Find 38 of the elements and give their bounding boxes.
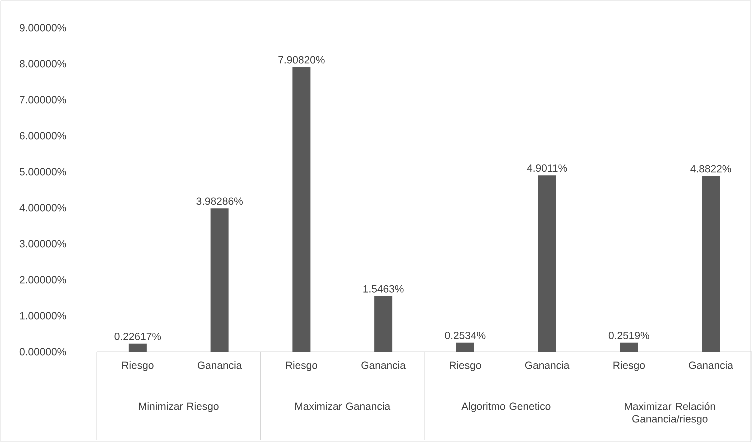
text: Algoritmo Genetico — [462, 402, 551, 412]
y-tick-label: 2.00000% — [20, 276, 66, 284]
data-label: 0.22617% — [114, 332, 162, 340]
x-tick-label: Riesgo — [614, 362, 646, 372]
y-tick-label: 6.00000% — [20, 132, 66, 140]
text: Maximizar Relación Ganancia/riesgo — [625, 402, 716, 425]
x-tick-label: Ganancia — [362, 362, 406, 370]
bar — [374, 296, 393, 352]
bar — [456, 342, 474, 352]
x-tick-label: Riesgo — [450, 362, 482, 372]
y-tick-label: 0.00000% — [20, 348, 66, 356]
data-label: 4.9011% — [527, 164, 568, 172]
x-tick-label: Ganancia — [689, 362, 734, 370]
data-label: 7.90820% — [278, 56, 325, 64]
data-label: 0.2519% — [608, 332, 650, 340]
y-tick-label: 7.00000% — [20, 96, 66, 104]
data-label: 0.2534% — [445, 332, 486, 340]
text: Minimizar Riesgo — [139, 402, 219, 412]
bar — [128, 344, 147, 352]
text: Maximizar Ganancia — [296, 402, 391, 410]
y-tick-label: 3.00000% — [20, 240, 66, 248]
x-tick-label: Ganancia — [198, 362, 242, 370]
y-tick-label: 9.00000% — [20, 24, 66, 32]
x-tick-label: Ganancia — [525, 362, 570, 370]
bar — [620, 342, 638, 352]
y-tick-label: 8.00000% — [20, 60, 66, 68]
y-tick-label: 4.00000% — [20, 204, 66, 212]
data-label: 4.8822% — [690, 165, 732, 173]
bar — [292, 67, 311, 352]
bar — [210, 208, 229, 352]
y-tick-label: 1.00000% — [20, 312, 66, 320]
x-tick-label: Riesgo — [122, 362, 154, 372]
y-tick-label: 5.00000% — [20, 168, 66, 176]
data-label: 3.98286% — [196, 198, 243, 206]
x-tick-label: Riesgo — [286, 362, 318, 372]
bar — [538, 176, 556, 352]
bar — [702, 176, 720, 352]
data-label: 1.5463% — [364, 285, 404, 293]
